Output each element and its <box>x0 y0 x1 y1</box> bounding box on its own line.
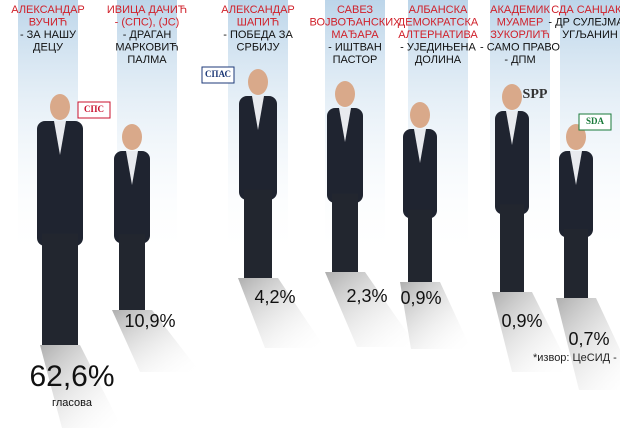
person-legs <box>564 228 588 298</box>
person-shirt <box>414 129 426 163</box>
party-title: ЗУКОРЛИЋ <box>490 29 550 41</box>
person-body <box>327 108 363 203</box>
people: СПС СПАС SPP SDA <box>37 66 612 345</box>
person-body <box>559 151 593 238</box>
shadow <box>556 298 620 390</box>
person-head <box>50 94 70 120</box>
logo: СПАС <box>205 69 231 79</box>
person-body <box>114 151 150 244</box>
party-subtitle: ДЕЦУ <box>33 41 64 53</box>
result: 0,9% <box>501 311 542 331</box>
party-title: АЛЕКСАНДАР <box>221 4 295 16</box>
party-title: АКАДЕМИК <box>490 4 550 16</box>
party-subtitle: СРБИЈУ <box>237 41 281 53</box>
party-subtitle: - САМО ПРАВО <box>480 41 560 53</box>
logo: СПС <box>84 104 104 114</box>
party-subtitle: - ДПМ <box>504 54 535 66</box>
shadow <box>400 282 471 349</box>
party-subtitle: МАРКОВИЋ <box>115 41 178 53</box>
party-subtitle: - УЈЕДИЊЕНА <box>400 41 476 53</box>
party-title: ШАПИЋ <box>237 16 280 28</box>
person-legs <box>332 193 358 272</box>
shadow <box>40 345 122 428</box>
person-head <box>248 69 268 95</box>
party-subtitle: ДОЛИНА <box>415 54 462 66</box>
party-subtitle: - ИШТВАН <box>328 41 382 53</box>
result: 10,9% <box>124 311 175 331</box>
person-shirt <box>252 96 264 130</box>
party-subtitle: ПАЛМА <box>127 54 167 66</box>
result: 0,7% <box>568 329 609 349</box>
source: *извор: ЦеСИД - <box>533 352 617 364</box>
logo-box <box>201 66 235 84</box>
person-shirt <box>126 151 138 185</box>
person-legs <box>408 209 432 282</box>
party-subtitle: - ПОБЕДА ЗА <box>223 29 293 41</box>
result: 2,3% <box>346 286 387 306</box>
person-head <box>335 81 355 107</box>
party-subtitle: УГЉАНИН <box>562 29 618 41</box>
logo: SDA <box>586 116 605 126</box>
person-body <box>495 111 529 215</box>
party-title: ВОЈВОЂАНСКИХ <box>310 16 402 28</box>
party-title: - (СПС), (ЈС) <box>115 16 180 28</box>
person-head <box>410 102 430 128</box>
party-title: СДА САНЏАКА <box>551 4 620 16</box>
person-legs <box>119 234 145 310</box>
party-title: МУАМЕР <box>497 16 544 28</box>
shadow <box>112 310 200 372</box>
result: 0,9% <box>400 288 441 308</box>
person-head <box>122 124 142 150</box>
party-subtitle: - ДРАГАН <box>123 29 172 41</box>
party-title: МАЂАРА <box>331 29 379 41</box>
person-shirt <box>506 111 518 145</box>
party-title: ДЕМОКРАТСКА <box>398 16 479 28</box>
party-subtitle: - ЗА НАШУ <box>20 29 77 41</box>
person-body <box>239 96 277 200</box>
result: 4,2% <box>254 287 295 307</box>
party-subtitle: ПАСТОР <box>333 54 378 66</box>
person-legs <box>244 189 272 278</box>
logo-box <box>578 113 612 131</box>
party-subtitle: - ДР СУЛЕЈМАН <box>548 16 620 28</box>
party-title: АЛТЕРНАТИВА <box>398 29 478 41</box>
party-title: ВУЧИЋ <box>29 16 68 28</box>
person-legs <box>42 233 78 345</box>
result: 62,6% <box>29 360 114 393</box>
person-shirt <box>339 108 351 142</box>
person-body <box>37 121 83 246</box>
logo: SPP <box>523 87 548 102</box>
party-title: АЛЕКСАНДАР <box>11 4 85 16</box>
person-shirt <box>54 121 66 155</box>
party-title: САВЕЗ <box>337 4 373 16</box>
shadow <box>238 278 325 348</box>
party-title: ИВИЦА ДАЧИЋ <box>107 4 187 16</box>
shadow <box>325 272 417 347</box>
result-note: гласова <box>52 397 93 409</box>
logo-box <box>77 101 111 119</box>
party-title: АЛБАНСКА <box>409 4 468 16</box>
shadow <box>492 292 572 372</box>
person-body <box>403 129 437 219</box>
person-legs <box>500 204 524 292</box>
person-head <box>502 84 522 110</box>
person-shirt <box>570 151 582 185</box>
